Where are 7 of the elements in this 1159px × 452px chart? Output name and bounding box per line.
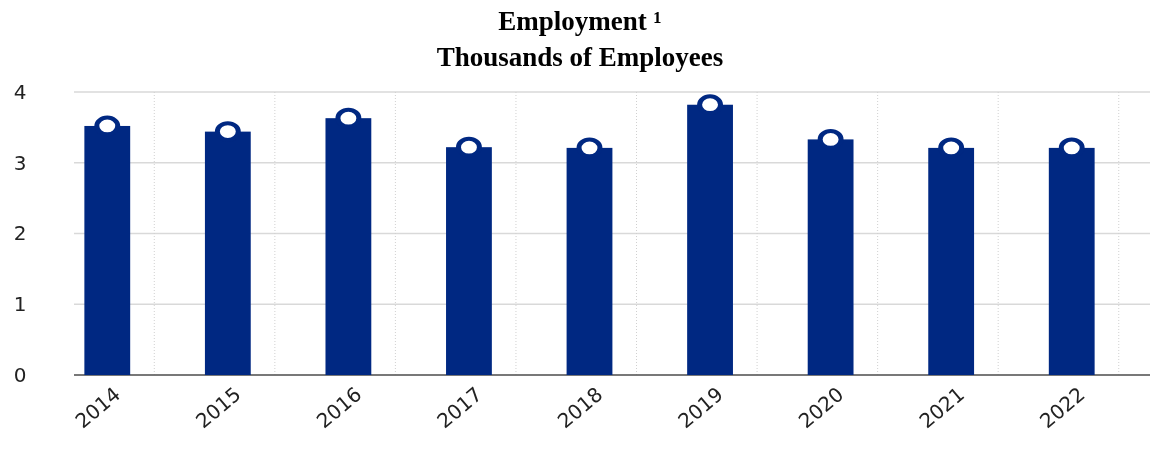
y-tick-label: 2	[13, 221, 27, 246]
chart-subtitle: Thousands of Employees	[436, 42, 724, 72]
y-tick-label: 1	[13, 292, 27, 317]
y-tick-label: 4	[13, 79, 27, 104]
chart-title: Employment ¹	[498, 6, 662, 36]
y-tick-label: 0	[13, 362, 27, 387]
y-tick-label: 3	[13, 150, 27, 175]
